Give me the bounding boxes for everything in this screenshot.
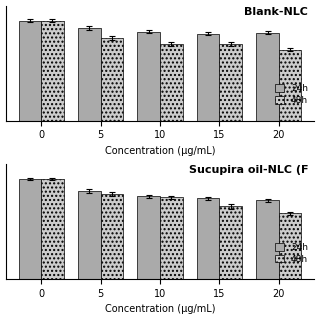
- Bar: [100, 37, 123, 121]
- Bar: [279, 213, 301, 279]
- Bar: [197, 34, 220, 121]
- X-axis label: Concentration (μg/mL): Concentration (μg/mL): [105, 304, 215, 315]
- Text: Sucupira oil-NLC (F: Sucupira oil-NLC (F: [189, 165, 308, 175]
- Bar: [137, 32, 160, 121]
- Bar: [41, 179, 64, 279]
- Bar: [41, 20, 64, 121]
- Bar: [78, 28, 100, 121]
- X-axis label: Concentration (μg/mL): Concentration (μg/mL): [105, 146, 215, 156]
- Bar: [78, 191, 100, 279]
- Bar: [19, 179, 41, 279]
- Bar: [160, 44, 183, 121]
- Legend: 24h, 48h: 24h, 48h: [273, 83, 310, 107]
- Bar: [160, 197, 183, 279]
- Bar: [19, 20, 41, 121]
- Bar: [100, 194, 123, 279]
- Text: Blank-NLC: Blank-NLC: [244, 7, 308, 17]
- Bar: [220, 206, 242, 279]
- Bar: [256, 200, 279, 279]
- Bar: [279, 50, 301, 121]
- Bar: [197, 198, 220, 279]
- Bar: [256, 33, 279, 121]
- Bar: [137, 196, 160, 279]
- Legend: 24h, 48h: 24h, 48h: [273, 241, 310, 266]
- Bar: [220, 44, 242, 121]
